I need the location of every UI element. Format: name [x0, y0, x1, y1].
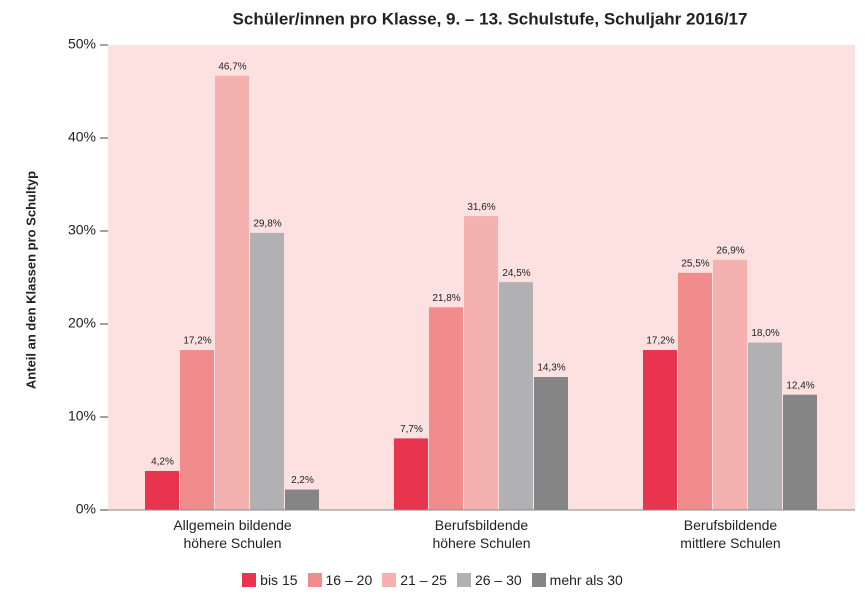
legend-item: bis 15 — [242, 572, 298, 588]
bar — [285, 489, 319, 510]
value-label: 14,3% — [537, 363, 565, 374]
x-tick-label: Berufsbildende höhere Schulen — [432, 517, 531, 551]
y-axis-label: Anteil an den Klassen pro Schultyp — [23, 171, 38, 389]
value-label: 7,7% — [400, 424, 423, 435]
x-tick-label: Allgemein bildende höhere Schulen — [173, 517, 292, 551]
legend-swatch — [242, 573, 257, 587]
value-label: 25,5% — [681, 258, 709, 269]
value-label: 46,7% — [218, 61, 246, 72]
value-label: 17,2% — [646, 336, 674, 347]
legend-swatch — [307, 573, 322, 587]
legend-swatch — [382, 573, 397, 587]
bar — [215, 75, 249, 510]
x-tick-label: Berufsbildende mittlere Schulen — [680, 517, 781, 551]
y-tick-label: 40% — [68, 129, 96, 145]
legend-label: 26 – 30 — [474, 572, 522, 588]
bar — [429, 307, 463, 510]
legend: bis 15 16 – 20 21 – 25 26 – 30 mehr als 30 — [0, 572, 865, 588]
value-label: 31,6% — [467, 202, 495, 213]
legend-label: 16 – 20 — [325, 572, 373, 588]
legend-label: mehr als 30 — [549, 572, 623, 588]
chart-title: Schüler/innen pro Klasse, 9. – 13. Schul… — [233, 9, 748, 28]
legend-label: 21 – 25 — [400, 572, 447, 588]
legend-label: bis 15 — [260, 572, 298, 588]
bar — [145, 470, 179, 510]
bar — [678, 272, 712, 510]
value-label: 29,8% — [253, 219, 281, 230]
bar — [464, 216, 498, 510]
value-label: 17,2% — [183, 336, 211, 347]
value-label: 12,4% — [786, 380, 814, 391]
legend-swatch — [456, 573, 471, 587]
bar — [499, 282, 533, 510]
y-tick-label: 0% — [76, 501, 96, 517]
bar — [250, 232, 284, 511]
bar — [534, 377, 568, 510]
bar — [783, 394, 817, 510]
bar — [394, 438, 428, 510]
bar — [643, 350, 677, 510]
legend-item: 16 – 20 — [307, 572, 373, 588]
y-tick-label: 20% — [68, 315, 96, 331]
legend-swatch — [531, 573, 546, 587]
legend-item: mehr als 30 — [531, 572, 623, 588]
bar — [748, 342, 782, 510]
legend-item: 26 – 30 — [456, 572, 522, 588]
y-tick-label: 10% — [68, 408, 96, 424]
y-tick-label: 50% — [68, 36, 96, 52]
legend-item: 21 – 25 — [382, 572, 447, 588]
value-label: 18,0% — [751, 328, 779, 339]
y-tick-label: 30% — [68, 222, 96, 238]
value-label: 2,2% — [291, 475, 314, 486]
value-label: 21,8% — [432, 293, 460, 304]
bar — [180, 350, 214, 510]
value-label: 26,9% — [716, 245, 744, 256]
value-label: 4,2% — [151, 457, 174, 468]
bar — [713, 259, 747, 510]
value-label: 24,5% — [502, 268, 530, 279]
